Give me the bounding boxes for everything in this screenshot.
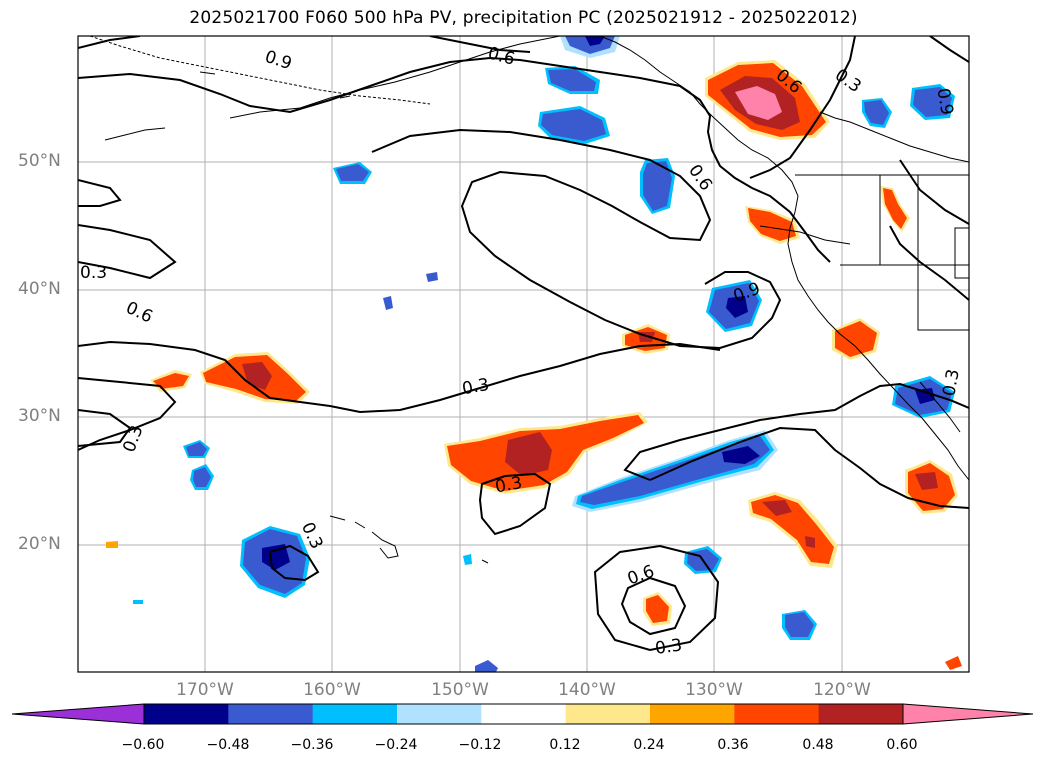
colorbar-tick: 0.48 [802, 737, 834, 753]
neg-blob-small-5 [133, 272, 498, 672]
contour-central-jet [78, 224, 177, 280]
lon-label-130w: 130°W [685, 680, 743, 700]
neg-blob-ne-corner [910, 84, 955, 120]
colorbar-segment [12, 704, 144, 724]
map-background [78, 36, 969, 672]
pos-blob-nevada [880, 186, 910, 232]
lat-label-50n: 50°N [18, 151, 61, 171]
map-panel: 0.9 0.6 0.3 0.6 0.3 0.6 0.9 0.3 0.6 0.3 … [77, 35, 970, 673]
lon-label-140w: 140°W [558, 680, 616, 700]
colorbar-tick: 0.36 [717, 737, 749, 753]
contour-outer-ring [593, 544, 720, 652]
colorbar-frame [143, 703, 904, 725]
contour-ne [889, 36, 969, 301]
colorbar [11, 703, 1034, 725]
neg-band-subtropical [572, 430, 778, 512]
colorbar-right-triangle [902, 703, 1034, 725]
colorbar-segment [481, 704, 567, 724]
contour-inner-ring [620, 576, 687, 636]
contour-top [78, 36, 531, 53]
colorbar-tick: 0.60 [886, 737, 918, 753]
pos-blob-washington [745, 206, 800, 244]
lon-label-150w: 150°W [431, 680, 489, 700]
colorbar-segment [650, 704, 735, 724]
colorbar-segment [734, 704, 820, 724]
contour-upper-pacific [78, 179, 122, 207]
colorbar-tick: 0.12 [549, 737, 581, 753]
colorbar-segment [397, 704, 482, 724]
contour-label: 0.3 [939, 368, 963, 398]
map-frame [77, 35, 970, 673]
colorbar-tick: −0.24 [374, 737, 418, 753]
contour-label: 0.3 [80, 263, 107, 283]
colorbar-segment [903, 704, 1033, 724]
neg-blob-small-1 [183, 440, 210, 458]
colorbar-tick: −0.48 [206, 737, 250, 753]
pos-blob-165w [200, 352, 310, 404]
contour-hawaii-loop [478, 472, 552, 536]
neg-blob-gulf [560, 36, 620, 58]
pos-blob-145w [444, 412, 648, 494]
contour-lower-main [78, 340, 721, 414]
lat-label-30n: 30°N [18, 406, 61, 426]
contour-label: 0.3 [654, 635, 684, 659]
colorbar-segment [312, 704, 398, 724]
negative-precip-regions [133, 36, 955, 672]
map-title: 2025021700 F060 500 hPa PV, precipitatio… [189, 8, 858, 28]
lat-label-40n: 40°N [18, 279, 61, 299]
contour-label: 0.3 [860, 533, 887, 553]
contour-upper-left [78, 56, 831, 263]
neg-blob-52n [538, 106, 610, 144]
pv-contours [78, 36, 969, 652]
contour-label: 0.9 [932, 87, 956, 117]
neg-blob-west-coast [640, 158, 675, 214]
colorbar-tick: −0.12 [458, 737, 502, 753]
pos-blob-small [106, 541, 962, 670]
colorbar-segment [818, 704, 904, 724]
pos-blob-122w [748, 492, 838, 568]
contour-label: 0.3 [461, 375, 491, 399]
positive-precip-regions [106, 60, 962, 670]
contour-south [78, 377, 177, 451]
neg-blob-small-4 [782, 610, 817, 640]
pos-blob-bc-coast [705, 60, 830, 140]
contour-subtropical [649, 426, 969, 509]
lat-label-20n: 20°N [18, 534, 61, 554]
neg-blob-bc [862, 98, 892, 128]
lon-label-170w: 170°W [176, 680, 234, 700]
contour-subtropical-2 [623, 382, 969, 481]
neg-blob-small-2 [190, 464, 214, 490]
contour-label: 0.3 [494, 473, 524, 497]
colorbar-segment [144, 704, 229, 724]
pos-blob-cen-cal [832, 318, 880, 360]
neg-blob-39n [706, 280, 762, 332]
contour-west-lower [78, 409, 132, 447]
colorbar-tick: −0.36 [290, 737, 334, 753]
colorbar-segment [228, 704, 314, 724]
colorbar-tick: −0.60 [121, 737, 165, 753]
lon-label-120w: 120°W [813, 680, 871, 700]
colorbar-tick: 0.24 [633, 737, 665, 753]
neg-blob-55n [545, 66, 600, 94]
lon-label-160w: 160°W [303, 680, 361, 700]
contour-mid-loop [371, 128, 782, 350]
colorbar-segment [565, 704, 651, 724]
contour-hawaii-small [268, 544, 320, 582]
pos-blob-16n [643, 592, 672, 626]
colorbar-left-triangle [11, 703, 145, 725]
contour-west-coast-ridge [749, 36, 856, 179]
neg-blob-330 [333, 162, 372, 184]
